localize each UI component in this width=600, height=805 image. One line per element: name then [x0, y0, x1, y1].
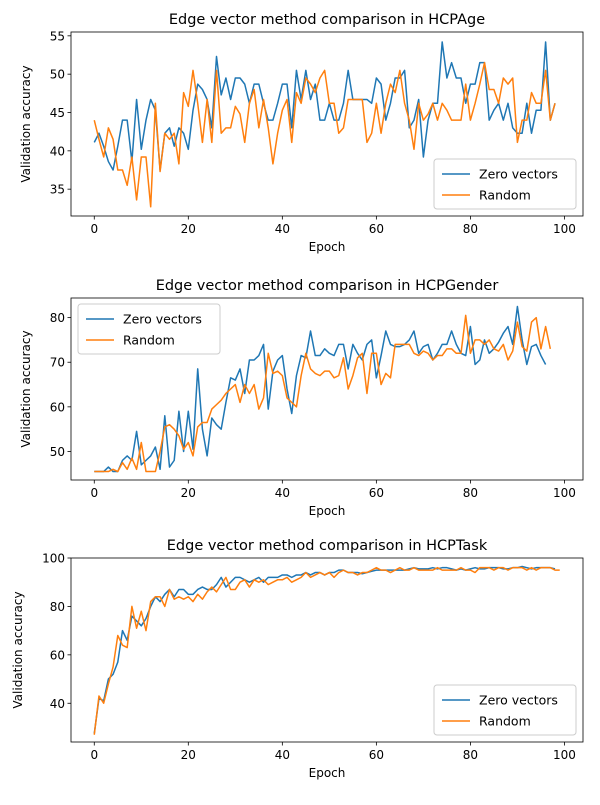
x-tick-label: 20: [181, 222, 196, 236]
x-axis-label: Epoch: [309, 504, 346, 518]
x-tick-label: 40: [275, 748, 290, 762]
y-tick-label: 80: [50, 600, 65, 614]
plot-frame: [70, 31, 584, 217]
y-tick-label: 40: [50, 697, 65, 711]
x-tick-label: 0: [90, 486, 98, 500]
x-tick-label: 100: [553, 748, 576, 762]
legend: Zero vectors Random: [433, 158, 577, 210]
x-tick-label: 100: [553, 486, 576, 500]
y-tick-label: 100: [42, 552, 65, 566]
chart-panel-2: 0 20 40 60 80 100 50 60 70 80 Edge vector method c…: [19, 278, 584, 518]
y-axis-label: Validation accuracy: [11, 591, 25, 708]
series-line-zero-vectors: [94, 305, 547, 473]
chart-panel-3: 0 20 40 60 80 100 40 60 80 100 Edge vector method …: [11, 538, 584, 780]
y-tick-label: 80: [50, 311, 65, 325]
y-axis-label: Validation accuracy: [19, 65, 33, 182]
x-tick-label: 20: [181, 486, 196, 500]
chart-title: Edge vector method comparison in HCPAge: [169, 12, 485, 28]
x-tick-label: 0: [90, 748, 98, 762]
y-tick-label: 70: [50, 356, 65, 370]
legend-box: [433, 684, 577, 736]
y-tick-label: 35: [50, 183, 65, 197]
chart-panel-1: 0 20 40 60 80 100 35 40 45 50 55 Edge vector method…: [19, 12, 584, 254]
legend-label-zero-vectors: Zero vectors: [123, 312, 202, 327]
y-tick-label: 50: [50, 68, 65, 82]
plot-frame: [70, 297, 584, 481]
x-tick-label: 60: [369, 222, 384, 236]
legend: Zero vectors Random: [77, 303, 221, 355]
y-tick-label: 60: [50, 400, 65, 414]
x-tick-label: 80: [463, 222, 478, 236]
legend-label-zero-vectors: Zero vectors: [479, 167, 558, 182]
series-line-random: [93, 566, 560, 735]
y-tick-label: 45: [50, 106, 65, 120]
x-tick-label: 40: [275, 486, 290, 500]
legend-label-random: Random: [479, 188, 531, 203]
x-tick-label: 60: [369, 748, 384, 762]
legend-box: [433, 158, 577, 210]
x-axis-label: Epoch: [309, 766, 346, 780]
legend-label-zero-vectors: Zero vectors: [479, 693, 558, 708]
y-tick-label: 55: [50, 29, 65, 43]
legend-box: [77, 303, 221, 355]
x-tick-label: 80: [463, 748, 478, 762]
chart-title: Edge vector method comparison in HCPTask: [167, 538, 488, 554]
y-tick-label: 50: [50, 445, 65, 459]
x-tick-label: 80: [463, 486, 478, 500]
legend: Zero vectors Random: [433, 684, 577, 736]
series-line-random: [93, 61, 556, 208]
legend-label-random: Random: [123, 333, 175, 348]
legend-label-random: Random: [479, 714, 531, 729]
x-tick-label: 0: [90, 222, 98, 236]
x-tick-label: 100: [553, 222, 576, 236]
x-axis-label: Epoch: [309, 240, 346, 254]
y-tick-label: 40: [50, 144, 65, 158]
plot-frame: [70, 557, 584, 743]
y-tick-label: 60: [50, 648, 65, 662]
x-tick-label: 40: [275, 222, 290, 236]
series-line-random: [94, 314, 552, 473]
series-line-zero-vectors: [93, 41, 556, 171]
y-axis-label: Validation accuracy: [19, 330, 33, 447]
x-tick-label: 20: [181, 748, 196, 762]
chart-title: Edge vector method comparison in HCPGend…: [156, 278, 499, 294]
x-tick-label: 60: [369, 486, 384, 500]
